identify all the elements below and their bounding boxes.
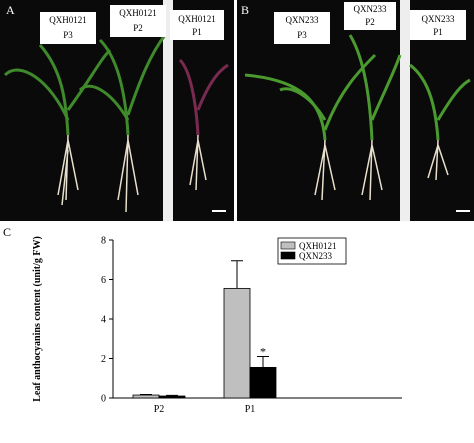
y-tick-label: 4 [101,315,106,326]
x-tick-label: P1 [245,404,256,415]
bar [158,395,186,399]
plant-label: P3 [297,30,307,40]
plant-label: P2 [133,23,143,33]
panel-label: A [6,3,15,17]
error-bar [166,394,178,397]
legend-swatch [280,251,296,260]
plant-label: QXH0121 [49,15,87,25]
legend-label: QXN233 [299,251,332,261]
y-axis-label: Leaf anthocyanins content (unit/g FW) [32,236,43,402]
y-tick-label: 0 [101,394,106,405]
photo-a: A QXH0121 P3 QXH0121 P2 QXH0121 P1 [0,0,234,221]
plant-label: P1 [192,27,202,37]
error-bar [231,260,243,289]
plant-label: QXH0121 [119,8,157,18]
error-bar [257,356,269,368]
plant-label: QXH0121 [178,14,216,24]
y-tick-label: 8 [101,236,106,247]
plant-label: QXN233 [422,14,455,24]
panel-label: C [3,225,11,239]
plant-label: QXN233 [354,4,387,14]
bar [223,287,251,399]
legend-swatch [280,241,296,250]
bar [132,394,160,399]
legend-label: QXH0121 [299,241,337,251]
x-tick-label: P2 [154,404,165,415]
y-tick-label: 2 [101,354,106,365]
bar [249,366,277,399]
plant-label: QXN233 [286,15,319,25]
error-bar [140,393,152,396]
plant-label: P2 [365,17,375,27]
plant-label: P1 [433,27,443,37]
significance-mark: * [260,345,266,359]
plant-label: P3 [63,30,73,40]
photo-b: B QXN233 P3 QXN233 P2 QXN233 P1 [237,0,474,221]
panel-label: B [241,3,249,17]
chart: C Leaf anthocyanins content (unit/g FW) … [3,225,402,415]
y-tick-label: 6 [101,275,106,286]
